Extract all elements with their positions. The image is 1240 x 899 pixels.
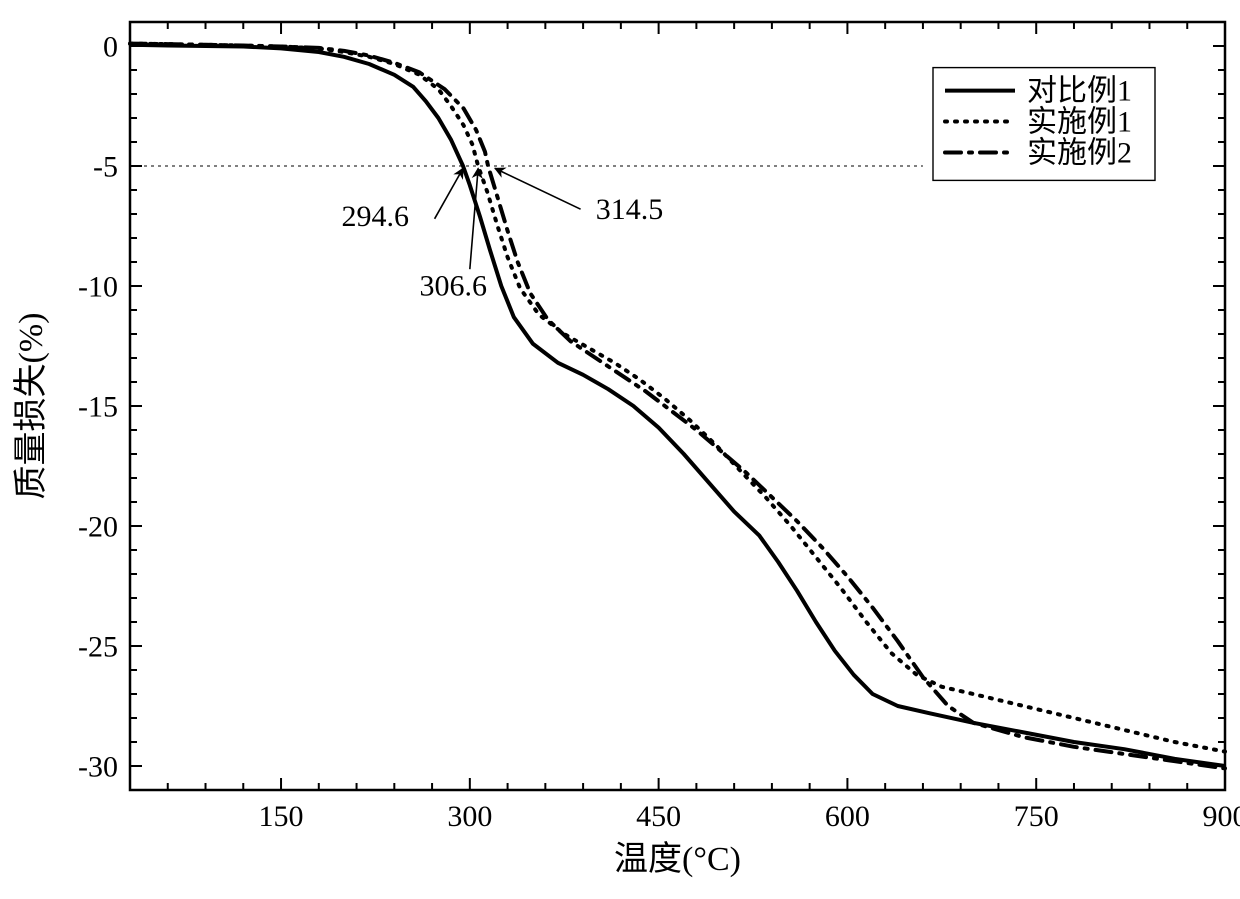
tga-chart: 150 300 450 600 750 900 0 -5 -10 -15 -20 -25 -30 温度(°… [0, 0, 1240, 899]
svg-text:-25: -25 [78, 631, 118, 664]
svg-text:150: 150 [259, 800, 304, 833]
svg-text:对比例1: 对比例1 [1027, 75, 1132, 108]
svg-text:314.5: 314.5 [596, 193, 664, 226]
svg-text:-30: -30 [78, 751, 118, 784]
svg-text:294.6: 294.6 [341, 200, 409, 233]
svg-text:300: 300 [447, 800, 492, 833]
svg-text:-15: -15 [78, 391, 118, 424]
svg-text:600: 600 [825, 800, 870, 833]
svg-text:-10: -10 [78, 271, 118, 304]
svg-text:306.6: 306.6 [419, 270, 487, 303]
svg-text:-20: -20 [78, 511, 118, 544]
svg-text:实施例2: 实施例2 [1027, 136, 1132, 169]
svg-text:0: 0 [103, 31, 118, 64]
svg-text:450: 450 [636, 800, 681, 833]
svg-text:900: 900 [1203, 800, 1240, 833]
svg-text:750: 750 [1014, 800, 1059, 833]
svg-text:-5: -5 [93, 151, 118, 184]
svg-text:实施例1: 实施例1 [1027, 106, 1132, 139]
chart-svg: 150 300 450 600 750 900 0 -5 -10 -15 -20 -25 -30 温度(°… [0, 0, 1240, 899]
svg-text:质量损失(%): 质量损失(%) [12, 313, 50, 500]
svg-text:温度(°C): 温度(°C) [614, 840, 741, 878]
